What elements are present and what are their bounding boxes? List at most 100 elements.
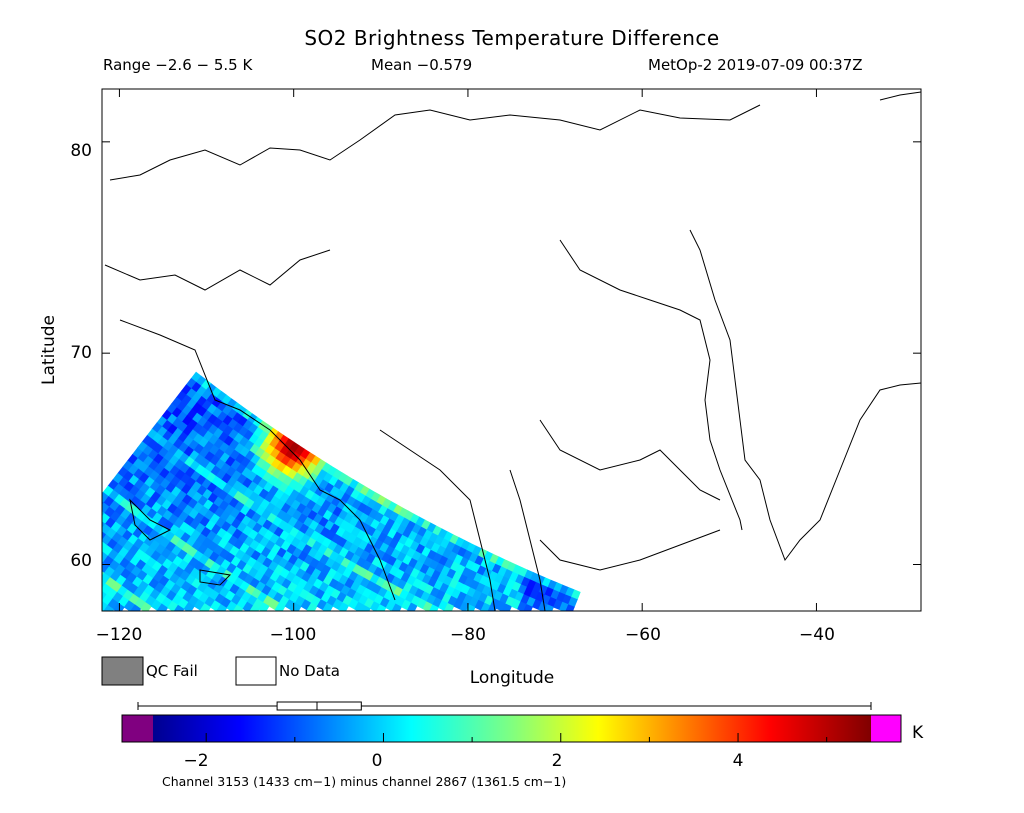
swath-cell xyxy=(63,586,74,597)
y-tick-label: 60 xyxy=(70,551,92,571)
colorbar-overflow xyxy=(871,715,901,742)
swath-cell xyxy=(465,604,476,611)
swath-cell xyxy=(89,575,100,586)
chart-title: SO2 Brightness Temperature Difference xyxy=(304,26,720,50)
swath-cell xyxy=(422,601,433,611)
swath-cell xyxy=(59,543,70,554)
swath-cell xyxy=(68,580,79,591)
swath-cell xyxy=(47,594,58,605)
colorbar-frame xyxy=(121,714,902,743)
swath-cell xyxy=(130,604,142,611)
swath-cell xyxy=(90,586,101,597)
colorbar xyxy=(153,715,871,742)
swath-cell xyxy=(35,575,46,586)
swath-cell xyxy=(25,587,36,598)
swath-cell xyxy=(173,604,185,611)
swath-cell xyxy=(49,556,60,567)
swath-cell xyxy=(87,603,98,614)
swath-cell xyxy=(57,582,68,593)
qc-fail-swatch xyxy=(101,656,144,686)
qc-fail-label: QC Fail xyxy=(146,662,198,680)
swath-cell xyxy=(79,528,90,539)
coastlines xyxy=(104,91,921,611)
colorbar-ticks xyxy=(205,733,828,742)
swath-cell xyxy=(81,599,92,610)
y-tick-label: 80 xyxy=(70,141,92,161)
swath-cell xyxy=(55,560,66,571)
x-axis-label: Longitude xyxy=(470,668,555,688)
y-tick-label: 70 xyxy=(70,343,92,363)
swath-cell xyxy=(391,603,402,611)
swath-cell xyxy=(75,595,86,606)
swath-cell xyxy=(80,588,91,599)
swath-cell xyxy=(140,601,152,611)
range-text: Range −2.6 − 5.5 K xyxy=(103,56,253,74)
swath-cell xyxy=(360,604,371,611)
swath-cell xyxy=(21,605,32,616)
mean-text: Mean −0.579 xyxy=(371,56,473,74)
swath-cell xyxy=(84,582,95,593)
swath-cell xyxy=(102,600,103,602)
swath-cell xyxy=(538,601,548,611)
swath-cell xyxy=(59,603,70,614)
swath-cell xyxy=(88,505,99,516)
swath-cell xyxy=(32,603,43,614)
no-data-swatch xyxy=(235,656,277,686)
swath-cell xyxy=(274,602,286,611)
swath-cell xyxy=(544,604,554,611)
swath-cell xyxy=(58,592,69,603)
swath-cell xyxy=(354,601,365,611)
swath-cell xyxy=(103,604,115,611)
swath-cell xyxy=(85,533,96,544)
swath-cell xyxy=(76,606,87,617)
swath-cell xyxy=(78,578,89,589)
swath-cell xyxy=(84,522,95,533)
swath-cell xyxy=(37,596,48,607)
swath-cell xyxy=(459,601,470,611)
x-tick-label: −60 xyxy=(625,625,661,645)
colorbar-tick-label: 0 xyxy=(372,751,383,771)
swath-cell xyxy=(69,590,80,601)
swath-cell xyxy=(84,511,95,522)
colorbar-unit: K xyxy=(912,723,924,743)
swath-cell xyxy=(232,604,244,611)
swath-cell xyxy=(36,585,47,596)
swath-cell xyxy=(517,601,527,611)
swath-cell xyxy=(70,601,81,612)
swath-cell xyxy=(242,601,254,611)
heatmap-layer xyxy=(15,91,921,617)
swath-cell xyxy=(45,573,56,584)
swath-cell xyxy=(80,539,91,550)
swath-cell xyxy=(53,599,64,610)
swath-cell xyxy=(60,554,71,565)
channel-note: Channel 3153 (1433 cm−1) minus channel 2… xyxy=(162,774,567,789)
swath-cell xyxy=(429,604,439,611)
swath-cell xyxy=(306,602,318,611)
satellite-time-text: MetOp-2 2019-07-09 00:37Z xyxy=(648,56,863,74)
swath-cell xyxy=(102,600,109,611)
swath-cell xyxy=(15,600,26,611)
x-tick-label: −100 xyxy=(270,625,317,645)
swath-cell xyxy=(40,568,51,579)
swath-cell xyxy=(322,602,334,611)
plot-frame xyxy=(101,88,922,612)
swath-cell xyxy=(502,603,512,611)
colorbar-underflow xyxy=(122,715,153,742)
axis-ticks xyxy=(102,89,921,611)
swath-cell xyxy=(52,588,63,599)
swath-cell xyxy=(183,602,195,611)
swath-cell xyxy=(102,590,108,602)
swath-cell xyxy=(559,601,569,611)
swath-cell xyxy=(56,571,67,582)
boxplot-box xyxy=(276,701,362,711)
swath-cell xyxy=(42,590,53,601)
swath-cell xyxy=(79,518,89,529)
swath-cell xyxy=(523,604,533,611)
swath-cell xyxy=(102,581,106,590)
swath-cell xyxy=(480,602,491,611)
swath-cell xyxy=(46,584,57,595)
swath-cell xyxy=(83,571,94,582)
swath-cell xyxy=(49,605,60,616)
swath-cell xyxy=(30,581,41,592)
